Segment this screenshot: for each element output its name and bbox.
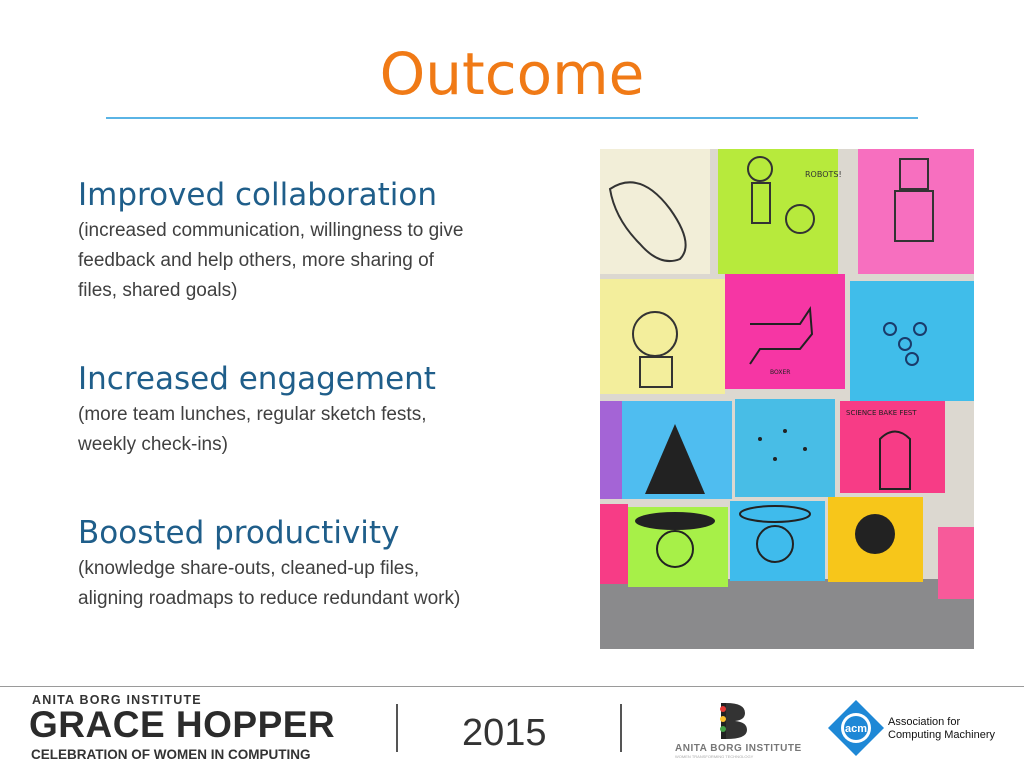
acm-diamond-icon: acm (828, 700, 884, 756)
slide-title: Outcome (379, 40, 645, 108)
outcome-item-engagement: Increased engagement (more team lunches,… (78, 360, 568, 460)
acm-name: Association for Computing Machinery (888, 716, 1008, 742)
sticky-note-sandal (600, 149, 710, 274)
acm-name-line: Computing Machinery (888, 729, 995, 741)
sticky-notes-illustration: ROBOTS! BOXER SCIENCE BAKE FEST (600, 149, 974, 649)
outcome-item-collaboration: Improved collaboration (increased commun… (78, 176, 568, 306)
abi-logo-tagline: WOMEN TRANSFORMING TECHNOLOGY (675, 754, 754, 759)
footer-separator (620, 704, 622, 752)
sticky-notes-photo: ROBOTS! BOXER SCIENCE BAKE FEST (600, 149, 974, 649)
acm-name-line: Association for (888, 716, 961, 728)
sticky-note-robot-tall (858, 149, 974, 274)
outcome-detail: (knowledge share-outs, cleaned-up files,… (78, 554, 568, 614)
footer-separator (396, 704, 398, 752)
detail-line: feedback and help others, more sharing o… (78, 250, 434, 271)
acm-logo-text: acm (845, 723, 867, 735)
outcome-item-productivity: Boosted productivity (knowledge share-ou… (78, 514, 568, 614)
sticky-note-pink-edge (600, 504, 628, 584)
abi-logo: ANITA BORG INSTITUTE WOMEN TRANSFORMING … (675, 699, 801, 759)
footer-event-name: GRACE HOPPER (29, 704, 336, 745)
footer-org-name: ANITA BORG INSTITUTE (32, 693, 202, 707)
outcome-heading: Improved collaboration (78, 177, 437, 213)
note-label: SCIENCE BAKE FEST (846, 409, 917, 417)
title-underline (106, 117, 918, 119)
detail-line: (more team lunches, regular sketch fests… (78, 404, 427, 425)
sticky-note-purple (600, 401, 622, 499)
note-label: BOXER (770, 369, 790, 376)
detail-line: weekly check-ins) (78, 434, 228, 455)
abi-logo-mark (720, 703, 747, 739)
sticky-note-science-bake-fest (840, 401, 945, 493)
detail-line: files, shared goals) (78, 280, 238, 301)
outcome-detail: (more team lunches, regular sketch fests… (78, 400, 568, 460)
outcome-heading: Increased engagement (78, 361, 436, 397)
note-label: ROBOTS! (805, 170, 842, 179)
outcome-detail: (increased communication, willingness to… (78, 216, 568, 306)
detail-line: (increased communication, willingness to… (78, 220, 464, 241)
footer-year: 2015 (462, 712, 547, 754)
detail-line: aligning roadmaps to reduce redundant wo… (78, 588, 461, 609)
sticky-note-stars (735, 399, 835, 497)
sticky-note-boxer-robot (600, 279, 725, 394)
sticky-note-pink-right (938, 527, 974, 599)
sticky-note-dog (725, 274, 845, 389)
sticky-note-robots (718, 149, 838, 274)
sticky-note-grapes (850, 281, 974, 401)
outcome-heading: Boosted productivity (78, 515, 400, 551)
detail-line: (knowledge share-outs, cleaned-up files, (78, 558, 420, 579)
footer-divider (0, 686, 1024, 687)
acm-logo: acm (826, 698, 886, 758)
footer-event-subtitle: CELEBRATION OF WOMEN IN COMPUTING (31, 747, 311, 762)
abi-logo-text: ANITA BORG INSTITUTE (675, 743, 802, 754)
